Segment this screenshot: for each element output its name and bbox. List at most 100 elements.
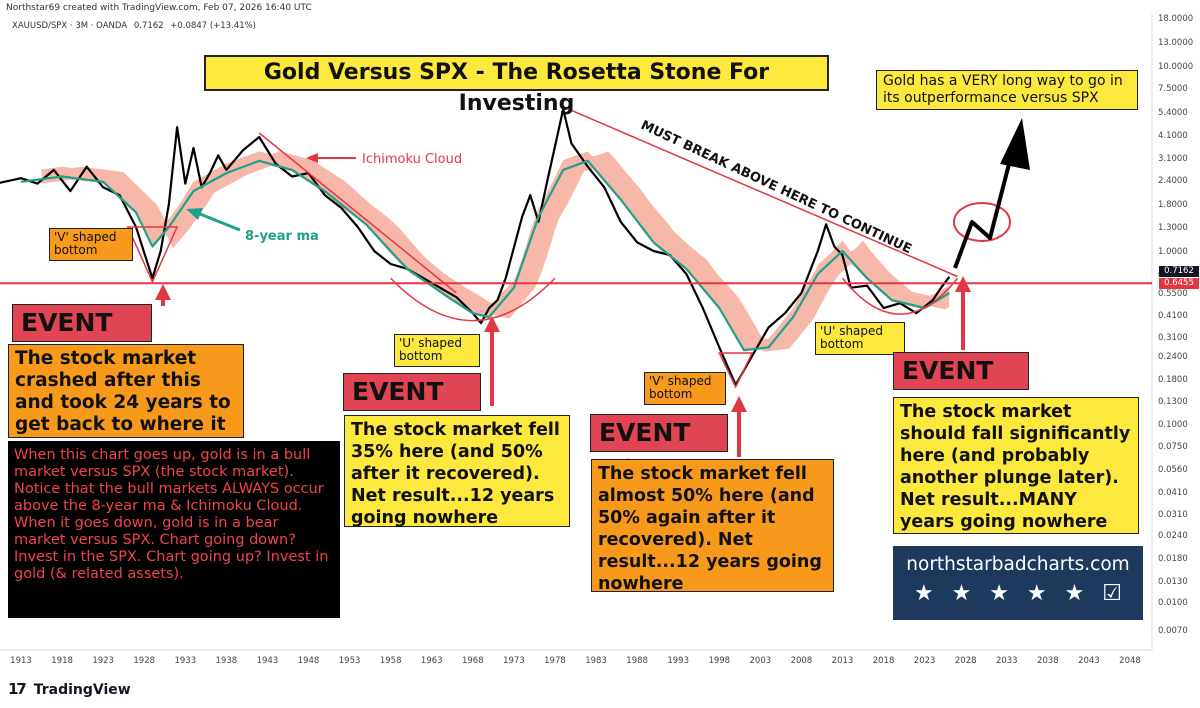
forecast-path: [953, 159, 1012, 269]
callout-top-right: Gold has a VERY long way to go in its ou…: [876, 70, 1138, 110]
x-tick-label: 1958: [380, 656, 402, 666]
y-tick-label: 0.0410: [1158, 488, 1188, 498]
chart-title: Gold Versus SPX - The Rosetta Stone For …: [204, 55, 829, 116]
ma-pointer-head: [186, 208, 203, 220]
y-tick-label: 0.1800: [1158, 375, 1188, 385]
x-tick-label: 1993: [667, 656, 689, 666]
y-tick-label: 0.2400: [1158, 352, 1188, 362]
x-tick-label: 2038: [1037, 656, 1059, 666]
x-tick-label: 1973: [503, 656, 525, 666]
y-tick-label: 0.1000: [1158, 420, 1188, 430]
y-tick-label: 1.0000: [1158, 247, 1188, 257]
symbol-name: XAUUSD/SPX · 3M · OANDA: [12, 21, 128, 31]
u-shape-2: [841, 277, 959, 315]
logo-stars: ★ ★ ★ ★ ★ ☑: [893, 575, 1143, 606]
x-tick-label: 1938: [216, 656, 238, 666]
tradingview-logo-icon: 17: [8, 680, 27, 698]
explainer-box: When this chart goes up, gold is in a bu…: [8, 441, 340, 618]
v-shape-2: [718, 352, 754, 389]
level-price-tag: 0.6455: [1159, 278, 1199, 289]
star-icon: ★: [989, 581, 1009, 606]
x-tick-label: 1983: [585, 656, 607, 666]
y-tick-label: 0.0130: [1158, 577, 1188, 587]
x-tick-label: 2023: [914, 656, 936, 666]
tradingview-brand: 17 TradingView: [8, 680, 131, 698]
event4-arrow-head: [955, 276, 971, 292]
last-price-tag: 0.7162: [1159, 266, 1199, 277]
logo-box: northstarbadcharts.com ★ ★ ★ ★ ★ ☑: [893, 546, 1143, 620]
x-tick-label: 2018: [873, 656, 895, 666]
x-tick-label: 2003: [750, 656, 772, 666]
logo-text: northstarbadcharts.com: [906, 554, 1130, 575]
ichimoku-label: Ichimoku Cloud: [362, 152, 462, 167]
y-tick-label: 0.5500: [1158, 289, 1188, 299]
event2-arrow-head: [484, 316, 500, 332]
target-ellipse: [953, 202, 1011, 242]
event3-desc: The stock market fell almost 50% here (a…: [591, 459, 834, 594]
x-tick-label: 1963: [421, 656, 443, 666]
y-axis: 18.0000 13.0000 10.0000 7.5000 5.4000 4.1000 3…: [1158, 14, 1193, 636]
event1-label: EVENT #1: [12, 304, 152, 373]
x-tick-label: 2028: [955, 656, 977, 666]
x-tick-label: 1913: [10, 656, 32, 666]
v-shape-1: [126, 226, 179, 284]
event4-label: EVENT #4: [893, 352, 1029, 421]
forecast-arrow-head: [1000, 118, 1030, 170]
x-tick-label: 1953: [339, 656, 361, 666]
u-bottom-label-1: 'U' shaped bottom: [394, 334, 480, 367]
x-tick-label: 2008: [791, 656, 813, 666]
y-tick-label: 7.5000: [1158, 84, 1188, 94]
x-tick-label: 2033: [996, 656, 1018, 666]
y-tick-label: 0.0180: [1158, 554, 1188, 564]
x-axis: 1913 1918 1923 1928 1933 1938 1943 1948 1953 1958…: [10, 656, 1141, 666]
ichimoku-pointer-head: [306, 153, 318, 163]
y-tick-label: 2.4000: [1158, 176, 1188, 186]
cloud-area: [41, 151, 950, 352]
star-icon: ★: [1064, 581, 1085, 606]
x-tick-label: 1928: [133, 656, 155, 666]
symbol-change: +0.0847 (+13.41%): [170, 21, 256, 31]
y-tick-label: 5.4000: [1158, 108, 1188, 118]
trend-line-1: [258, 132, 457, 294]
v-bottom-label-1: 'V' shaped bottom: [49, 228, 133, 261]
x-tick-label: 1948: [298, 656, 320, 666]
event3-label: EVENT #3: [590, 414, 728, 483]
y-tick-label: 0.0560: [1158, 465, 1188, 475]
y-tick-label: 0.0100: [1158, 598, 1188, 608]
event2-label: EVENT #2: [343, 373, 481, 442]
event2-desc: The stock market fell 35% here (and 50% …: [344, 415, 570, 528]
y-tick-label: 3.1000: [1158, 154, 1188, 164]
ma-line: [20, 159, 950, 352]
y-tick-label: 1.3000: [1158, 223, 1188, 233]
y-tick-label: 4.1000: [1158, 131, 1188, 141]
ma-label: 8-year ma: [245, 229, 319, 244]
y-tick-label: 0.4100: [1158, 311, 1188, 321]
x-tick-label: 2013: [832, 656, 854, 666]
tradingview-name: TradingView: [33, 682, 131, 698]
symbol-line: XAUUSD/SPX · 3M · OANDA 0.7162 +0.0847 (…: [12, 21, 256, 31]
checkbox-icon: ☑: [1102, 581, 1122, 606]
y-tick-label: 0.0070: [1158, 626, 1188, 636]
y-tick-label: 18.0000: [1158, 14, 1193, 24]
u-shape-1: [390, 277, 556, 322]
v-bottom-label-2: 'V' shaped bottom: [644, 372, 726, 405]
x-tick-label: 2043: [1078, 656, 1100, 666]
symbol-price: 0.7162: [133, 21, 164, 31]
ichimoku-cloud: [41, 151, 950, 352]
y-tick-label: 0.0750: [1158, 442, 1188, 452]
star-icon: ★: [1026, 581, 1047, 606]
trend-line-2: [562, 106, 958, 278]
ma-pointer: [199, 212, 241, 232]
x-tick-label: 1918: [51, 656, 73, 666]
x-tick-label: 1933: [174, 656, 196, 666]
star-icon: ★: [951, 581, 972, 606]
u-bottom-label-2: 'U' shaped bottom: [815, 322, 905, 355]
credit-line: Northstar69 created with TradingView.com…: [6, 3, 312, 13]
y-tick-label: 0.3100: [1158, 333, 1188, 343]
y-tick-label: 13.0000: [1158, 38, 1193, 48]
y-tick-label: 0.0310: [1158, 510, 1188, 520]
x-tick-label: 1988: [626, 656, 648, 666]
x-tick-label: 2048: [1119, 656, 1141, 666]
event3-arrow-head: [731, 396, 747, 412]
event1-desc: The stock market crashed after this and …: [8, 344, 244, 457]
